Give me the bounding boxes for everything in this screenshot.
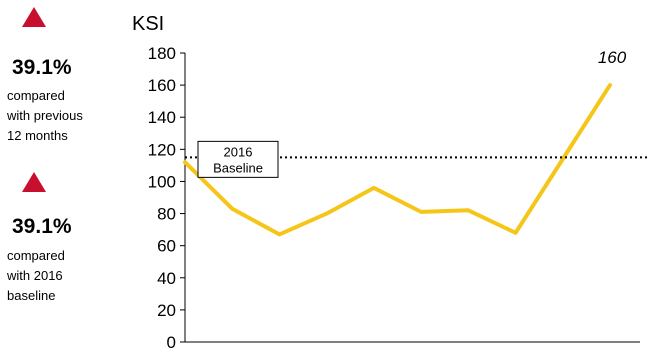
kpi-caption-line: with previous <box>7 108 83 123</box>
labels-layer: 160 <box>598 48 627 67</box>
up-arrow-icon <box>22 172 46 192</box>
chart-title: KSI <box>132 13 164 35</box>
kpi-caption-line: baseline <box>7 288 56 303</box>
kpi-caption: compared with previous 12 months <box>7 86 83 146</box>
y-tick-label: 80 <box>157 205 176 224</box>
series-layer <box>183 83 612 237</box>
kpi-caption-line: 12 months <box>7 128 68 143</box>
y-axis: 0 20 40 60 80 100 120 140 160 180 <box>148 44 186 352</box>
kpi-value: 39.1% <box>12 56 72 79</box>
data-label: 160 <box>598 48 627 67</box>
kpi-caption: compared with 2016 baseline <box>7 246 65 306</box>
baseline-label-line: Baseline <box>213 160 263 175</box>
y-tick-label: 180 <box>148 44 176 63</box>
y-tick-label: 140 <box>148 108 176 127</box>
y-tick-label: 160 <box>148 76 176 95</box>
y-tick-label: 60 <box>157 237 176 256</box>
series-line <box>183 83 612 237</box>
kpi-value: 39.1% <box>12 215 72 238</box>
y-tick-label: 0 <box>167 333 176 352</box>
baseline-label-box <box>197 140 279 178</box>
up-arrow-icon <box>22 7 46 27</box>
kpi-caption-line: with 2016 <box>7 268 63 283</box>
baseline-label-line: 2016 <box>224 144 253 159</box>
y-tick-label: 100 <box>148 172 176 191</box>
kpi-caption-line: compared <box>7 88 65 103</box>
y-tick-label: 120 <box>148 140 176 159</box>
y-tick-label: 20 <box>157 301 176 320</box>
y-tick-label: 40 <box>157 269 176 288</box>
kpi-caption-line: compared <box>7 248 65 263</box>
